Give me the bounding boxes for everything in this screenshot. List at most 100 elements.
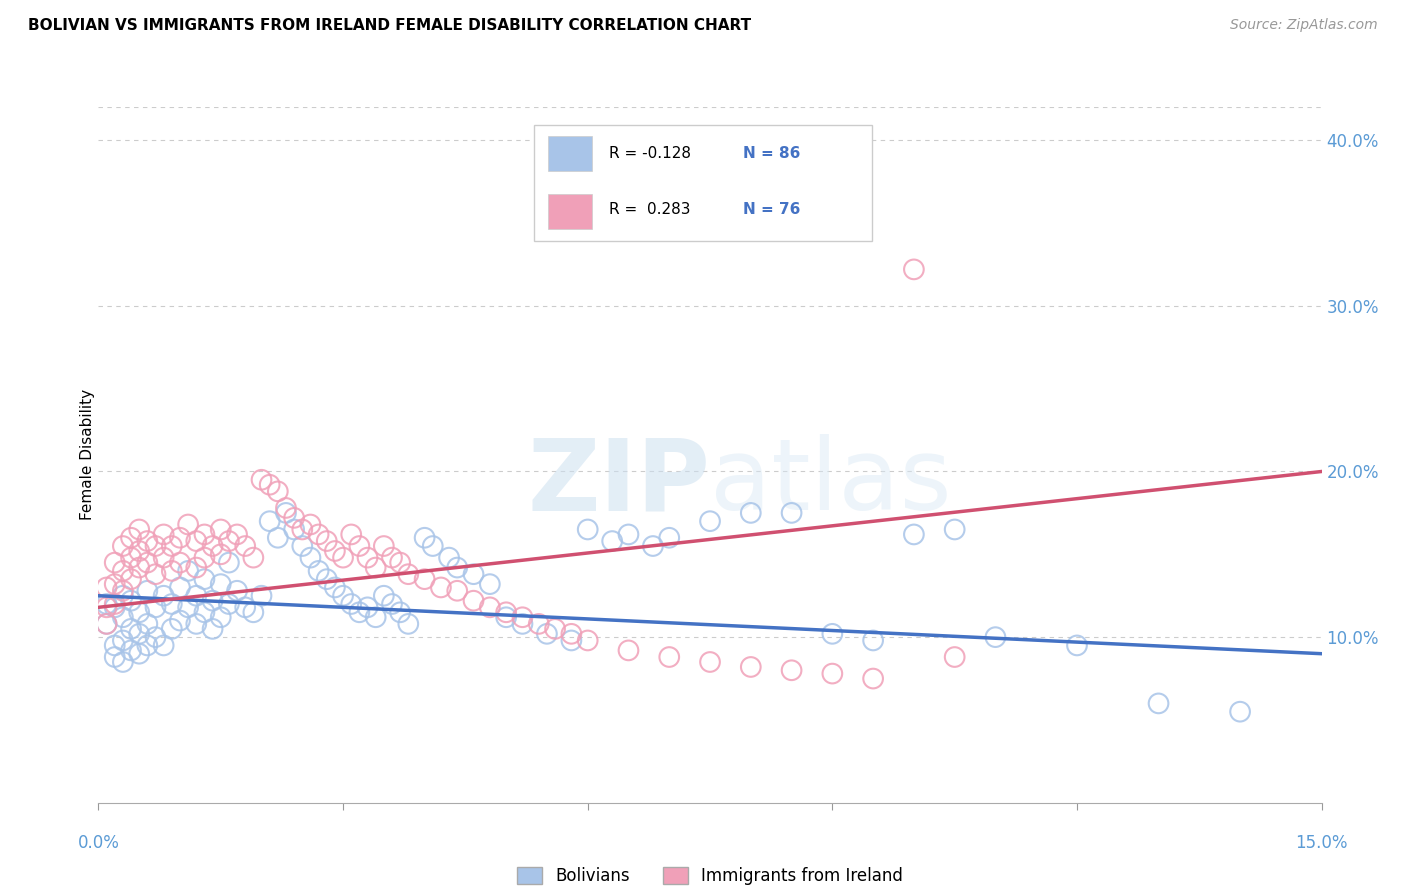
Point	[430, 581, 453, 595]
Point	[145, 539, 167, 553]
Point	[862, 672, 884, 686]
Point	[160, 597, 183, 611]
Point	[349, 539, 371, 553]
Point	[495, 605, 517, 619]
Text: 0.0%: 0.0%	[77, 834, 120, 852]
Point	[259, 477, 281, 491]
Point	[512, 610, 534, 624]
Point	[250, 473, 273, 487]
Point	[111, 564, 134, 578]
Point	[145, 567, 167, 582]
Text: N = 86: N = 86	[744, 146, 801, 161]
Point	[396, 567, 419, 582]
Point	[340, 597, 363, 611]
Point	[152, 639, 174, 653]
Point	[259, 514, 281, 528]
Point	[152, 527, 174, 541]
Y-axis label: Female Disability: Female Disability	[80, 389, 94, 521]
Point	[527, 616, 550, 631]
Point	[349, 605, 371, 619]
Point	[233, 539, 256, 553]
Point	[169, 614, 191, 628]
Point	[136, 583, 159, 598]
Point	[120, 550, 142, 565]
Point	[152, 589, 174, 603]
Point	[274, 506, 297, 520]
Point	[111, 583, 134, 598]
Point	[128, 627, 150, 641]
Point	[96, 600, 118, 615]
Point	[218, 556, 240, 570]
Point	[209, 523, 232, 537]
Point	[364, 560, 387, 574]
Point	[274, 500, 297, 515]
Point	[186, 534, 208, 549]
Point	[96, 616, 118, 631]
Point	[201, 539, 224, 553]
Point	[381, 597, 404, 611]
FancyBboxPatch shape	[548, 136, 592, 171]
Point	[209, 577, 232, 591]
Text: N = 76: N = 76	[744, 202, 801, 217]
Point	[201, 622, 224, 636]
Point	[308, 527, 330, 541]
Point	[267, 484, 290, 499]
Text: R = -0.128: R = -0.128	[609, 146, 690, 161]
Point	[96, 597, 118, 611]
Point	[169, 531, 191, 545]
FancyBboxPatch shape	[548, 194, 592, 229]
Point	[111, 610, 134, 624]
Point	[600, 534, 623, 549]
Point	[120, 622, 142, 636]
Point	[446, 560, 468, 574]
Point	[903, 262, 925, 277]
Point	[128, 647, 150, 661]
Point	[323, 581, 346, 595]
Point	[242, 550, 264, 565]
Point	[242, 605, 264, 619]
Point	[576, 633, 599, 648]
Point	[1147, 697, 1170, 711]
Point	[396, 616, 419, 631]
Point	[943, 523, 966, 537]
Point	[862, 633, 884, 648]
Point	[111, 655, 134, 669]
Point	[186, 589, 208, 603]
Point	[177, 600, 200, 615]
Point	[104, 639, 127, 653]
Point	[446, 583, 468, 598]
Point	[177, 564, 200, 578]
Point	[104, 597, 127, 611]
Point	[413, 531, 436, 545]
Point	[389, 556, 412, 570]
Point	[422, 539, 444, 553]
Point	[218, 534, 240, 549]
Point	[209, 610, 232, 624]
Point	[699, 655, 721, 669]
Point	[332, 550, 354, 565]
Point	[463, 593, 485, 607]
Point	[160, 564, 183, 578]
Point	[512, 616, 534, 631]
Point	[160, 622, 183, 636]
Point	[145, 630, 167, 644]
Point	[373, 539, 395, 553]
Point	[201, 593, 224, 607]
Point	[96, 616, 118, 631]
Point	[315, 534, 337, 549]
Point	[136, 534, 159, 549]
Point	[104, 556, 127, 570]
Point	[389, 605, 412, 619]
Point	[478, 577, 501, 591]
Point	[104, 600, 127, 615]
Point	[463, 567, 485, 582]
Point	[658, 531, 681, 545]
Point	[120, 572, 142, 586]
Point	[250, 589, 273, 603]
Point	[495, 610, 517, 624]
Point	[536, 627, 558, 641]
Point	[658, 650, 681, 665]
Point	[699, 514, 721, 528]
Point	[323, 544, 346, 558]
Point	[308, 564, 330, 578]
